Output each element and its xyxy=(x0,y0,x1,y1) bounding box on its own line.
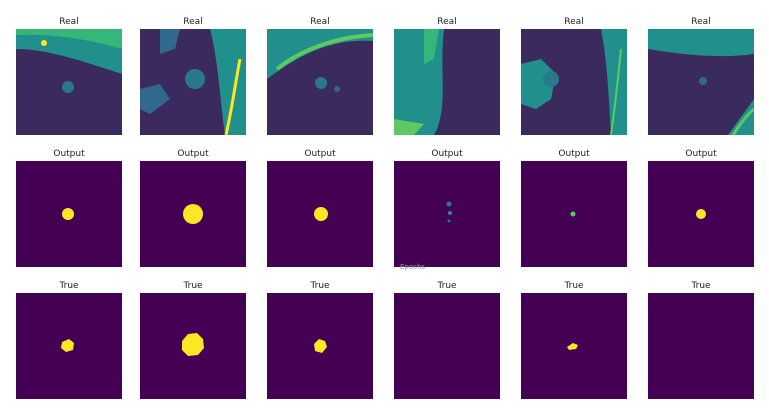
true-mask-4 xyxy=(394,293,500,399)
panel-title: Output xyxy=(685,149,717,159)
real-image-4 xyxy=(394,29,500,135)
panel-title: True xyxy=(691,281,711,291)
panel-title: Output xyxy=(53,149,85,159)
real-image-6 xyxy=(648,29,754,135)
real-image-2 xyxy=(140,29,246,135)
output-mask-2 xyxy=(140,161,246,267)
panel-title: Real xyxy=(691,17,711,27)
panel-title: Real xyxy=(183,17,203,27)
output-mask-4 xyxy=(394,161,500,267)
panel-title: Output xyxy=(177,149,209,159)
panel-title: Output xyxy=(304,149,336,159)
panel-title: True xyxy=(183,281,203,291)
panel-title: Output xyxy=(558,149,590,159)
panel-title: True xyxy=(437,281,457,291)
output-mask-1 xyxy=(16,161,122,267)
panel-title: Real xyxy=(59,17,79,27)
real-image-1 xyxy=(16,29,122,135)
panel-title: True xyxy=(59,281,79,291)
true-mask-3 xyxy=(267,293,373,399)
output-mask-3 xyxy=(267,161,373,267)
real-image-3 xyxy=(267,29,373,135)
true-mask-5 xyxy=(521,293,627,399)
true-mask-6 xyxy=(648,293,754,399)
panel-title: True xyxy=(310,281,330,291)
output-mask-6 xyxy=(648,161,754,267)
true-mask-2 xyxy=(140,293,246,399)
output-mask-5 xyxy=(521,161,627,267)
stray-label: Epochs xyxy=(400,263,426,271)
panel-title: True xyxy=(564,281,584,291)
panel-title: Output xyxy=(431,149,463,159)
panel-title: Real xyxy=(310,17,330,27)
panel-title: Real xyxy=(437,17,457,27)
true-mask-1 xyxy=(16,293,122,399)
panel-title: Real xyxy=(564,17,584,27)
real-image-5 xyxy=(521,29,627,135)
